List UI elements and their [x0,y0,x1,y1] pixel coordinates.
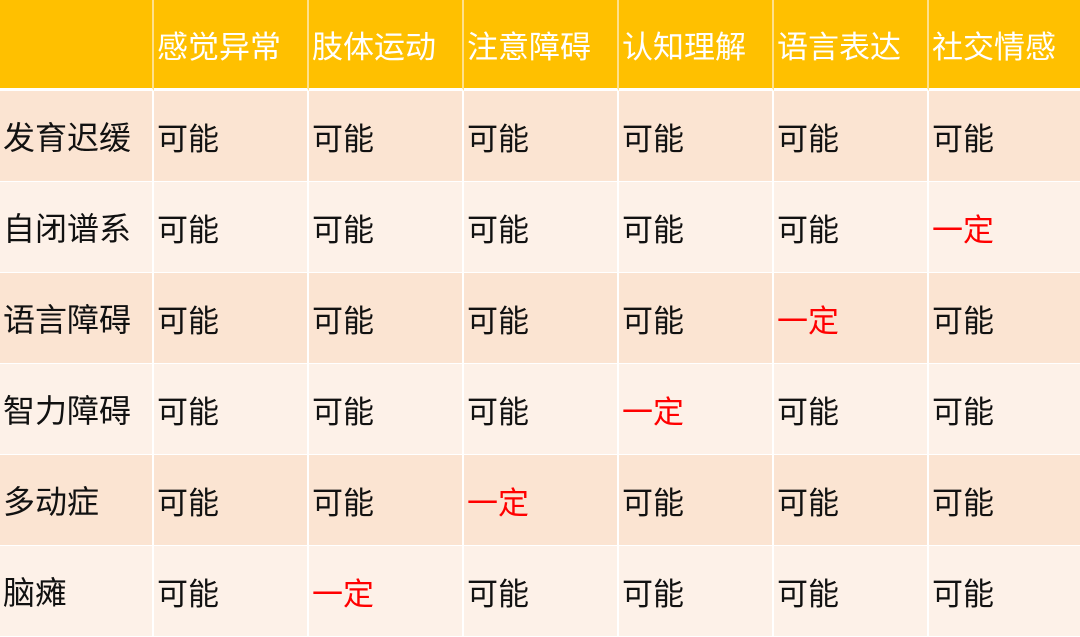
cell-possible: 可能 [309,91,464,182]
table-row: 智力障碍 可能 可能 可能 一定 可能 可能 [0,364,1080,455]
table-row: 脑瘫 可能 一定 可能 可能 可能 可能 [0,546,1080,637]
cell-possible: 可能 [464,182,619,273]
column-header: 肢体运动 [309,0,464,91]
cell-possible: 可能 [619,91,774,182]
cell-possible: 可能 [929,364,1080,455]
header-row: 感觉异常 肢体运动 注意障碍 认知理解 语言表达 社交情感 [0,0,1080,91]
cell-possible: 可能 [619,273,774,364]
cell-definite: 一定 [619,364,774,455]
cell-possible: 可能 [309,455,464,546]
column-header: 感觉异常 [154,0,309,91]
cell-possible: 可能 [929,273,1080,364]
cell-possible: 可能 [774,455,929,546]
cell-possible: 可能 [774,546,929,637]
cell-possible: 可能 [464,91,619,182]
cell-definite: 一定 [774,273,929,364]
cell-possible: 可能 [309,364,464,455]
cell-possible: 可能 [464,546,619,637]
cell-possible: 可能 [464,273,619,364]
cell-possible: 可能 [929,91,1080,182]
cell-possible: 可能 [154,546,309,637]
cell-possible: 可能 [309,273,464,364]
row-label: 智力障碍 [0,364,154,455]
cell-possible: 可能 [464,364,619,455]
cell-possible: 可能 [774,364,929,455]
cell-possible: 可能 [929,546,1080,637]
cell-possible: 可能 [154,455,309,546]
column-header: 认知理解 [619,0,774,91]
row-label: 多动症 [0,455,154,546]
cell-definite: 一定 [929,182,1080,273]
cell-possible: 可能 [154,182,309,273]
table-row: 自闭谱系 可能 可能 可能 可能 可能 一定 [0,182,1080,273]
column-header: 注意障碍 [464,0,619,91]
row-label: 发育迟缓 [0,91,154,182]
row-label: 自闭谱系 [0,182,154,273]
cell-possible: 可能 [619,546,774,637]
table-row: 发育迟缓 可能 可能 可能 可能 可能 可能 [0,91,1080,182]
row-label: 语言障碍 [0,273,154,364]
cell-possible: 可能 [774,182,929,273]
column-header: 社交情感 [929,0,1080,91]
cell-possible: 可能 [154,364,309,455]
cell-possible: 可能 [154,273,309,364]
cell-possible: 可能 [619,182,774,273]
cell-definite: 一定 [309,546,464,637]
cell-possible: 可能 [309,182,464,273]
table-row: 语言障碍 可能 可能 可能 可能 一定 可能 [0,273,1080,364]
table-row: 多动症 可能 可能 一定 可能 可能 可能 [0,455,1080,546]
column-header: 语言表达 [774,0,929,91]
cell-possible: 可能 [619,455,774,546]
cell-possible: 可能 [774,91,929,182]
cell-possible: 可能 [154,91,309,182]
cell-definite: 一定 [464,455,619,546]
corner-cell [0,0,154,91]
row-label: 脑瘫 [0,546,154,637]
cell-possible: 可能 [929,455,1080,546]
